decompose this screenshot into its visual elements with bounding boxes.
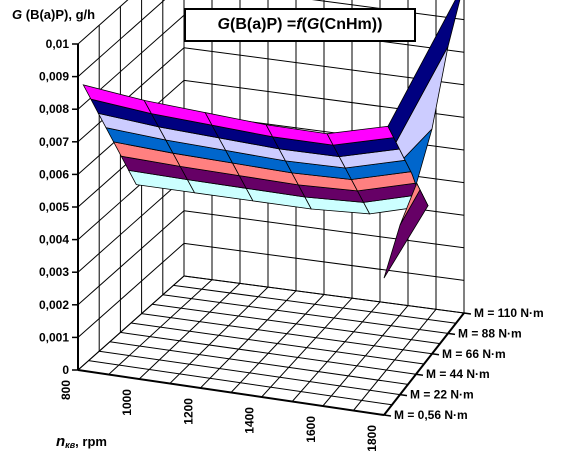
- x-tick-label: 1200: [181, 398, 195, 425]
- z-tick-label: 0,005: [39, 200, 69, 214]
- y-axis-line: [383, 312, 465, 416]
- z-axis-title: G (B(a)P), g/h: [12, 7, 95, 22]
- chart-axes: [72, 43, 472, 417]
- floor-gridline-y: [162, 294, 449, 334]
- x-tick-label: 1400: [243, 407, 257, 434]
- floor-gridline-y: [88, 360, 393, 406]
- floor-gridline-y: [99, 350, 401, 396]
- floor-gridline-y: [130, 322, 425, 365]
- z-tick-label: 0,004: [39, 233, 69, 247]
- y-tick-label: M = 66 N·m: [442, 347, 506, 361]
- z-tick-label: 0: [62, 363, 69, 377]
- x-tick-label: 800: [59, 380, 73, 400]
- x-tick-label: 1000: [120, 389, 134, 416]
- floor-gridline-y: [183, 275, 465, 314]
- side-wall-gridline: [77, 0, 166, 77]
- side-wall-gridline: [77, 47, 185, 143]
- y-tick-mark: [463, 312, 472, 315]
- z-tick-label: 0,006: [39, 167, 69, 181]
- floor-gridline-y: [152, 303, 441, 345]
- side-wall-gridline: [77, 243, 185, 338]
- z-tick-label: 0,009: [39, 70, 69, 84]
- floor-gridline-y: [109, 341, 409, 385]
- x-tick-label: 1600: [304, 416, 318, 443]
- floor-gridline-y: [141, 313, 433, 355]
- side-wall-gridline: [77, 177, 185, 273]
- x-axis-title: nкв, rpm: [56, 433, 107, 450]
- z-tick-label: 0,001: [39, 330, 69, 344]
- chart-title: G (B(a)P) = f (G (CnHm)): [184, 8, 416, 42]
- surface-plot: [82, 0, 461, 279]
- z-tick-label: 0,008: [39, 102, 69, 116]
- y-tick-label: M = 0,56 N·m: [394, 408, 468, 422]
- z-tick-label: 0,003: [39, 265, 69, 279]
- x-tick-label: 1800: [365, 425, 379, 452]
- tick-labels: 0 0,001 0,002 0,003 0,004 0,005 0,006 0,007 0,00…: [39, 37, 544, 452]
- y-tick-label: M = 88 N·m: [458, 326, 522, 340]
- side-wall-gridline: [77, 210, 185, 306]
- y-tick-label: M = 110 N·m: [474, 306, 544, 320]
- y-tick-mark: [383, 414, 392, 417]
- y-tick-label: M = 44 N·m: [426, 367, 490, 381]
- y-tick-mark: [431, 353, 440, 356]
- x-axis-line: [77, 369, 385, 416]
- y-tick-mark: [447, 332, 456, 336]
- y-tick-mark: [399, 393, 408, 397]
- z-tick-label: 0,002: [39, 298, 69, 312]
- surface-wing-cell: [387, 0, 461, 144]
- y-tick-label: M = 22 N·m: [410, 388, 474, 402]
- z-tick-label: 0,007: [39, 135, 69, 149]
- side-wall-gridline: [77, 0, 129, 45]
- z-tick-label: 0,01: [46, 37, 70, 51]
- floor-gridline-y: [120, 331, 417, 375]
- y-tick-mark: [415, 373, 424, 376]
- floor-gridline-y: [173, 284, 457, 324]
